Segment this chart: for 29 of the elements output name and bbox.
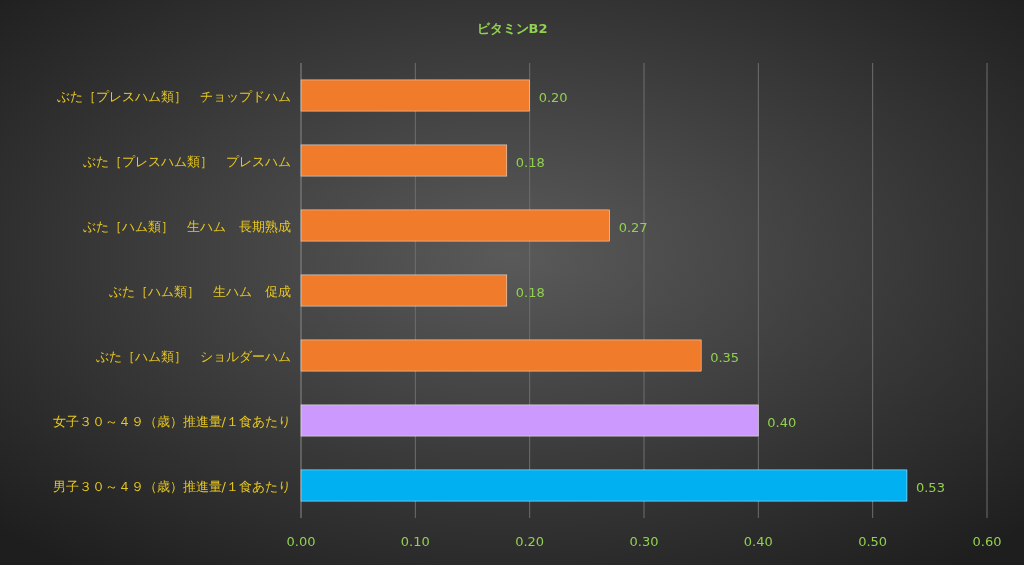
bar <box>300 404 759 437</box>
bar <box>300 79 530 112</box>
y-tick-label: ぶた［ハム類］ ショルダーハム <box>96 348 291 364</box>
bar <box>300 209 610 242</box>
x-tick-label: 0.30 <box>629 534 659 549</box>
x-tick-label: 0.50 <box>858 534 888 549</box>
y-tick-label: ぶた［ハム類］ 生ハム 長期熟成 <box>83 218 291 234</box>
y-tick-label: ぶた［プレスハム類］ チョップドハム <box>57 88 291 104</box>
data-label: 0.40 <box>767 414 797 430</box>
data-label: 0.18 <box>515 284 545 300</box>
bar <box>300 144 508 177</box>
data-label: 0.27 <box>618 219 648 235</box>
x-tick-label: 0.60 <box>972 534 1002 549</box>
x-tick-label: 0.00 <box>286 534 316 549</box>
data-label: 0.53 <box>915 479 945 495</box>
y-tick-label: 男子３０～４９（歳）推進量/１食あたり <box>52 478 291 494</box>
x-tick-label: 0.40 <box>743 534 773 549</box>
data-label: 0.18 <box>515 154 545 170</box>
data-label: 0.35 <box>710 349 740 365</box>
bar <box>300 274 508 307</box>
x-tick-label: 0.20 <box>515 534 545 549</box>
chart-title: ビタミンB2 <box>476 21 548 36</box>
y-tick-label: ぶた［ハム類］ 生ハム 促成 <box>109 283 291 299</box>
bar <box>300 469 908 502</box>
data-label: 0.20 <box>538 89 568 105</box>
y-tick-label: ぶた［プレスハム類］ プレスハム <box>83 153 291 169</box>
y-tick-label: 女子３０～４９（歳）推進量/１食あたり <box>52 413 291 429</box>
bar <box>300 339 702 372</box>
x-tick-label: 0.10 <box>400 534 430 549</box>
